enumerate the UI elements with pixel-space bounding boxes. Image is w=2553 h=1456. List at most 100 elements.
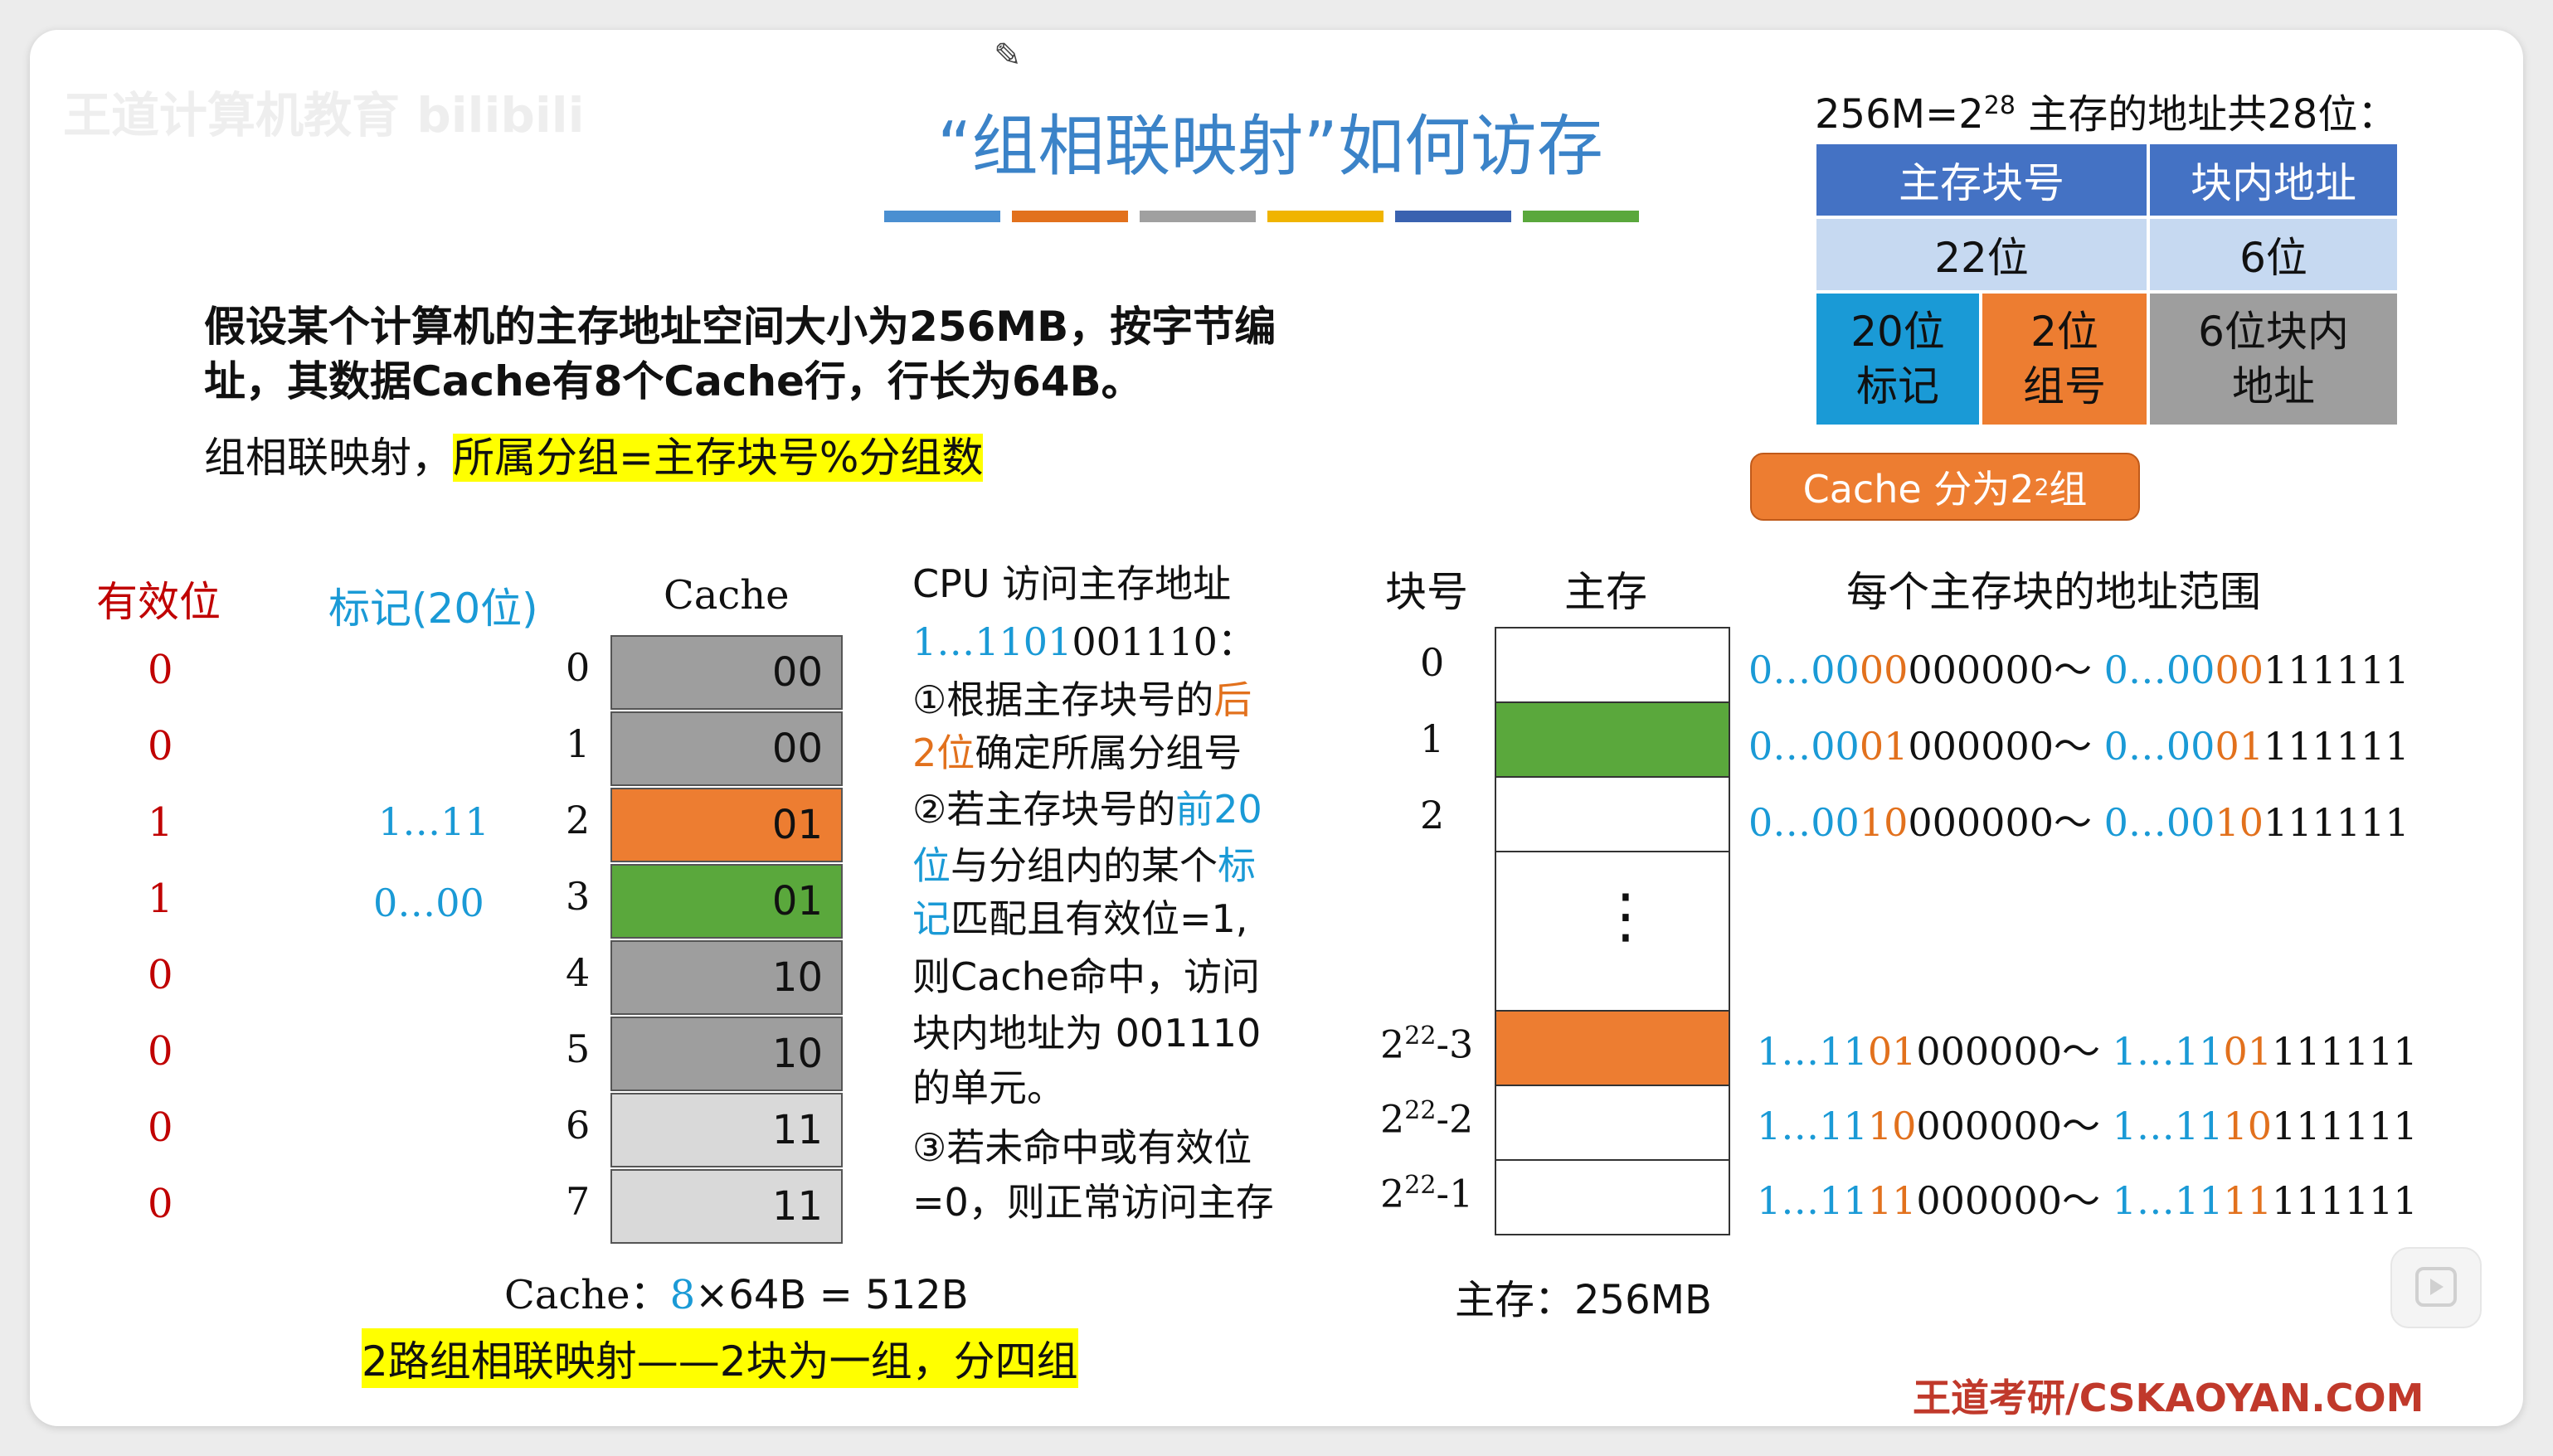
range-segment: 1… xyxy=(1757,1104,1820,1148)
problem-line-2: 址，其数据Cache有8个Cache行，行长为64B。 xyxy=(204,357,1143,405)
step-2-line-2: 位与分组内的某个标 xyxy=(912,843,1256,888)
step-2-line-5: 块内地址为 001110 xyxy=(912,1011,1262,1056)
cache-row-number: 6 xyxy=(566,1103,591,1148)
play-button[interactable] xyxy=(2390,1247,2482,1328)
block-number: 222-2 xyxy=(1380,1096,1474,1142)
range-segment: 01 xyxy=(2215,724,2264,769)
range-segment: 00 xyxy=(2166,724,2215,769)
range-segment: 10 xyxy=(2223,1104,2272,1148)
range-segment: 00 xyxy=(1811,648,1860,692)
deco-bar-blue xyxy=(884,211,1000,222)
cache-groups-callout: Cache 分为2 2 组 xyxy=(1750,453,2140,521)
range-segment: ～ xyxy=(2061,1029,2113,1074)
step-3-line-2: =0，则正常访问主存 xyxy=(912,1180,1274,1225)
block-number: 222-3 xyxy=(1380,1022,1474,1067)
deco-bar-green xyxy=(1523,211,1639,222)
range-segment: 111111 xyxy=(2271,1104,2418,1148)
step-2-line-1: ②若主存块号的前20 xyxy=(912,787,1262,832)
memory-block xyxy=(1495,1010,1730,1086)
address-range: 1…1111000000～ 1…1111111111 xyxy=(1757,1171,2418,1225)
cache-row-number: 0 xyxy=(566,645,591,690)
valid-bit: 0 xyxy=(148,1104,173,1151)
play-icon xyxy=(2415,1267,2457,1307)
range-segment: 00 xyxy=(2166,648,2215,692)
range-segment: 10 xyxy=(1859,800,1909,845)
block-number: 2 xyxy=(1420,793,1445,837)
range-segment: 000000 xyxy=(1916,1104,2062,1148)
range-segment: 01 xyxy=(2223,1029,2272,1074)
valid-bit: 0 xyxy=(148,647,173,693)
memory-block xyxy=(1495,627,1730,703)
step-1-line-1: ①根据主存块号的后 xyxy=(912,677,1252,722)
cache-header: Cache xyxy=(664,572,790,619)
range-segment: 0… xyxy=(1748,800,1811,845)
cache-line: 11 xyxy=(610,1169,843,1244)
group-bits-cell: 2位 组号 xyxy=(1982,294,2150,425)
range-segment: 00 xyxy=(1811,800,1860,845)
cache-row-number: 7 xyxy=(566,1179,591,1224)
address-range: 1…1101000000～ 1…1101111111 xyxy=(1757,1022,2418,1076)
tag-value: 1…11 xyxy=(378,799,489,844)
step-2-line-6: 的单元。 xyxy=(912,1065,1065,1110)
memory-block xyxy=(1495,701,1730,778)
step-2-line-4: 则Cache命中，访问 xyxy=(912,954,1261,999)
footer-brand: 王道考研/CSKAOYAN.COM xyxy=(1913,1376,2424,1420)
valid-bit: 0 xyxy=(148,1028,173,1075)
block-number: 0 xyxy=(1420,640,1445,685)
mapping-rule: 组相联映射，所属分组=主存块号%分组数 xyxy=(204,425,984,484)
cache-row-number: 5 xyxy=(566,1026,591,1071)
cache-line: 10 xyxy=(610,940,843,1015)
valid-bit: 1 xyxy=(148,799,173,846)
range-segment: 00 xyxy=(1811,724,1860,769)
memory-block xyxy=(1495,1085,1730,1161)
address-range-header: 每个主存块的地址范围 xyxy=(1846,568,2261,616)
range-segment: 11 xyxy=(1867,1178,1917,1223)
range-segment: 11 xyxy=(1819,1029,1868,1074)
memory-block xyxy=(1495,1159,1730,1235)
cache-size: Cache：8×64B = 512B xyxy=(504,1272,969,1318)
range-segment: 111111 xyxy=(2263,724,2410,769)
slide-title: “组相联映射”如何访存 xyxy=(937,108,1603,185)
cache-line: 10 xyxy=(610,1017,843,1091)
block-offset-header: 块内地址 xyxy=(2150,144,2397,216)
block-number: 1 xyxy=(1420,716,1445,761)
ellipsis: ⋮ xyxy=(1596,881,1656,950)
cache-row-number: 4 xyxy=(566,950,591,995)
range-segment: 11 xyxy=(2174,1104,2224,1148)
cache-row-number: 1 xyxy=(566,721,591,766)
pencil-icon[interactable]: ✎ xyxy=(994,36,1022,75)
range-segment: 11 xyxy=(2174,1029,2224,1074)
mapping-formula: 所属分组=主存块号%分组数 xyxy=(453,434,984,482)
range-segment: ～ xyxy=(2061,1104,2113,1148)
range-segment: 01 xyxy=(1859,724,1909,769)
address-range: 1…1110000000～ 1…1110111111 xyxy=(1757,1096,2418,1151)
cache-line: 01 xyxy=(610,864,843,939)
tag-header: 标记(20位) xyxy=(328,585,538,633)
memory-ellipsis-region xyxy=(1495,851,1730,1012)
step-2-line-3: 记匹配且有效位=1, xyxy=(912,896,1248,941)
range-segment: 000000 xyxy=(1916,1029,2062,1074)
range-segment: 000000 xyxy=(1908,724,2054,769)
cpu-address: 1…1101001110： xyxy=(912,619,1256,664)
memory-header: 主存 xyxy=(1564,568,1647,616)
range-segment: 000000 xyxy=(1916,1178,2062,1223)
cache-line: 00 xyxy=(610,711,843,786)
range-segment: 1… xyxy=(1757,1178,1820,1223)
valid-bit: 1 xyxy=(148,876,173,922)
valid-bit: 0 xyxy=(148,1181,173,1227)
range-segment: 10 xyxy=(2215,800,2264,845)
cache-row-number: 3 xyxy=(566,874,591,919)
range-segment: 111111 xyxy=(2271,1029,2418,1074)
range-segment: 11 xyxy=(1819,1178,1868,1223)
range-segment: 111111 xyxy=(2263,800,2410,845)
address-range: 0…0001000000～ 0…0001111111 xyxy=(1748,716,2410,771)
bottom-note: 2路组相联映射——2块为一组，分四组 xyxy=(362,1328,1078,1388)
cpu-title: CPU 访问主存地址 xyxy=(912,561,1232,606)
block-number: 222-1 xyxy=(1380,1171,1474,1216)
block-number-header: 块号 xyxy=(1385,568,1468,616)
tag-value: 0…00 xyxy=(373,881,484,925)
range-segment: 1… xyxy=(2112,1178,2175,1223)
range-segment: ～ xyxy=(2053,800,2104,845)
range-segment: 00 xyxy=(1859,648,1909,692)
step-3-line-1: ③若未命中或有效位 xyxy=(912,1125,1252,1170)
